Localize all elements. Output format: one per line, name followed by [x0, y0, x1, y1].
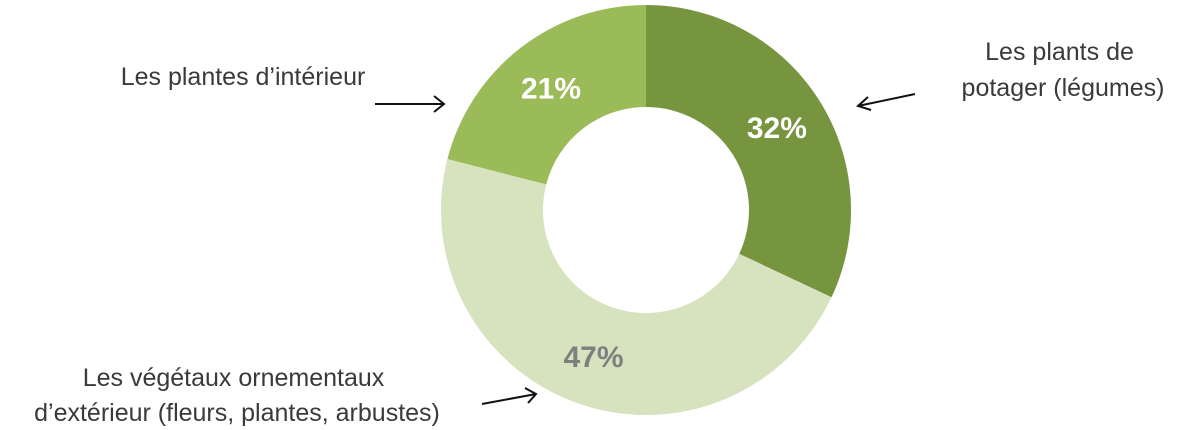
callout-label-ornementaux: Les végétaux ornementaux d’extérieur (fl…: [34, 364, 440, 427]
callout-label-interieur: Les plantes d’intérieur: [121, 63, 366, 91]
arrowhead-interieur: [433, 95, 446, 113]
value-label-2: 21%: [521, 73, 581, 106]
callout-arrow-ornementaux: [481, 393, 537, 405]
callout-line: Les plants de: [985, 38, 1134, 66]
callout-label-potager: Les plants de potager (légumes): [962, 38, 1165, 102]
value-label-0: 32%: [747, 112, 807, 145]
donut-slice-0: [646, 5, 851, 298]
donut-slice-2: [447, 5, 646, 185]
callout-line: d’extérieur (fleurs, plantes, arbustes): [34, 399, 440, 427]
arrowhead-ornementaux: [524, 387, 538, 404]
value-label-1: 47%: [563, 341, 623, 374]
callout-line: potager (légumes): [962, 74, 1165, 102]
arrowhead-potager: [856, 96, 872, 111]
donut-slices: [441, 5, 851, 415]
callout-line: Les plantes d’intérieur: [121, 63, 366, 91]
callout-line: Les végétaux ornementaux: [83, 364, 385, 392]
donut-slice-1: [441, 159, 832, 415]
callout-arrow-potager: [857, 93, 916, 107]
value-labels: 32% 47% 21%: [521, 73, 807, 374]
